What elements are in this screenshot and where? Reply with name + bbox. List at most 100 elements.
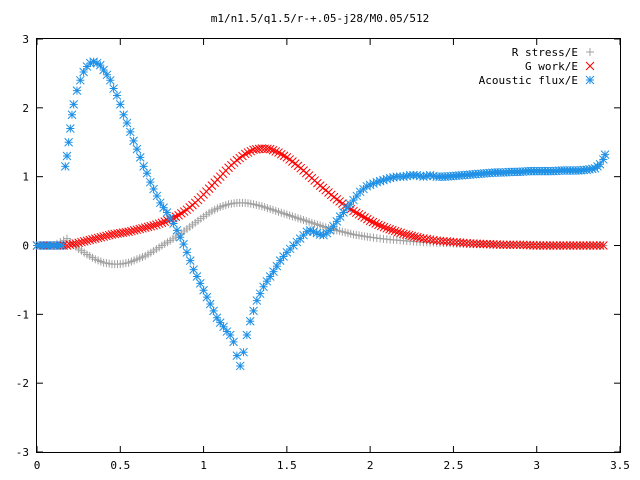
data-point [109, 84, 118, 93]
y-tick-label: -3 [16, 446, 29, 459]
data-point [525, 240, 535, 250]
data-point [532, 241, 542, 250]
data-point [452, 237, 462, 247]
data-point [212, 313, 222, 323]
data-point [85, 58, 95, 68]
data-point [509, 240, 518, 250]
data-point [369, 179, 378, 188]
data-point [105, 75, 115, 85]
data-point [229, 337, 238, 347]
data-point [152, 220, 161, 229]
data-point [382, 174, 392, 184]
data-point [174, 210, 183, 220]
data-point [65, 240, 75, 250]
data-point [545, 241, 555, 250]
data-point [242, 330, 252, 340]
data-point [562, 241, 572, 250]
data-point [209, 306, 218, 316]
data-point [512, 240, 522, 250]
data-point [352, 191, 362, 201]
series-0 [33, 198, 608, 269]
data-point [362, 181, 372, 191]
data-point [345, 199, 355, 209]
data-point [145, 177, 155, 187]
data-point [232, 351, 242, 360]
data-point [68, 239, 78, 249]
data-point [422, 171, 432, 181]
data-point [598, 241, 608, 250]
data-point [179, 239, 188, 249]
data-point [357, 211, 367, 221]
data-point [575, 241, 585, 250]
data-point [177, 209, 186, 218]
data-point [85, 235, 95, 245]
data-point [225, 330, 235, 340]
data-point [139, 161, 148, 171]
data-point [102, 231, 111, 241]
data-point [309, 227, 318, 237]
y-tick-label: -1 [16, 308, 29, 321]
data-point [469, 239, 478, 248]
data-point [121, 227, 131, 237]
data-point [565, 241, 575, 250]
data-point [371, 219, 381, 228]
data-point [572, 241, 582, 250]
y-tick-label: 2 [22, 102, 29, 115]
data-point [285, 155, 294, 164]
data-point [60, 161, 70, 171]
y-tick-label: 0 [22, 240, 29, 253]
data-point [412, 170, 422, 180]
data-point [479, 239, 488, 249]
data-point [472, 239, 482, 249]
data-point [274, 148, 283, 157]
data-point [482, 239, 492, 249]
data-point [549, 241, 558, 250]
data-point [410, 232, 419, 241]
data-point [432, 236, 442, 246]
data-point [135, 224, 145, 234]
data-point [169, 219, 178, 228]
data-point [319, 230, 328, 240]
data-point [363, 214, 372, 224]
data-point [329, 221, 338, 231]
data-point [249, 306, 258, 316]
data-point [592, 241, 602, 250]
data-point [146, 221, 156, 231]
data-point [305, 226, 315, 235]
data-point [189, 265, 198, 274]
x-tick-label: 3 [533, 459, 540, 472]
data-point [332, 217, 342, 226]
data-point [245, 316, 255, 326]
data-point [375, 176, 385, 186]
data-point [415, 171, 425, 181]
data-point [199, 285, 208, 295]
data-point [595, 159, 605, 169]
data-point [235, 153, 245, 163]
data-point [75, 75, 85, 85]
data-point [519, 240, 528, 250]
data-point [82, 236, 92, 246]
data-point [368, 217, 378, 227]
data-point [365, 216, 375, 226]
data-point [465, 239, 475, 248]
data-point [159, 203, 168, 212]
data-point [171, 212, 181, 221]
data-point [485, 239, 495, 249]
data-point [129, 136, 138, 146]
data-point [127, 226, 136, 236]
data-point [379, 222, 389, 232]
x-tick-label: 2 [367, 459, 374, 472]
data-point [252, 296, 262, 305]
data-point [499, 240, 508, 250]
data-point [315, 230, 325, 239]
data-point [93, 233, 103, 243]
data-point [445, 237, 455, 247]
data-point [279, 252, 288, 261]
data-point [505, 240, 515, 250]
data-point [89, 57, 98, 67]
data-point [122, 118, 132, 128]
data-point [132, 144, 142, 154]
legend-label: G work/E [525, 60, 578, 73]
data-point [598, 155, 608, 164]
